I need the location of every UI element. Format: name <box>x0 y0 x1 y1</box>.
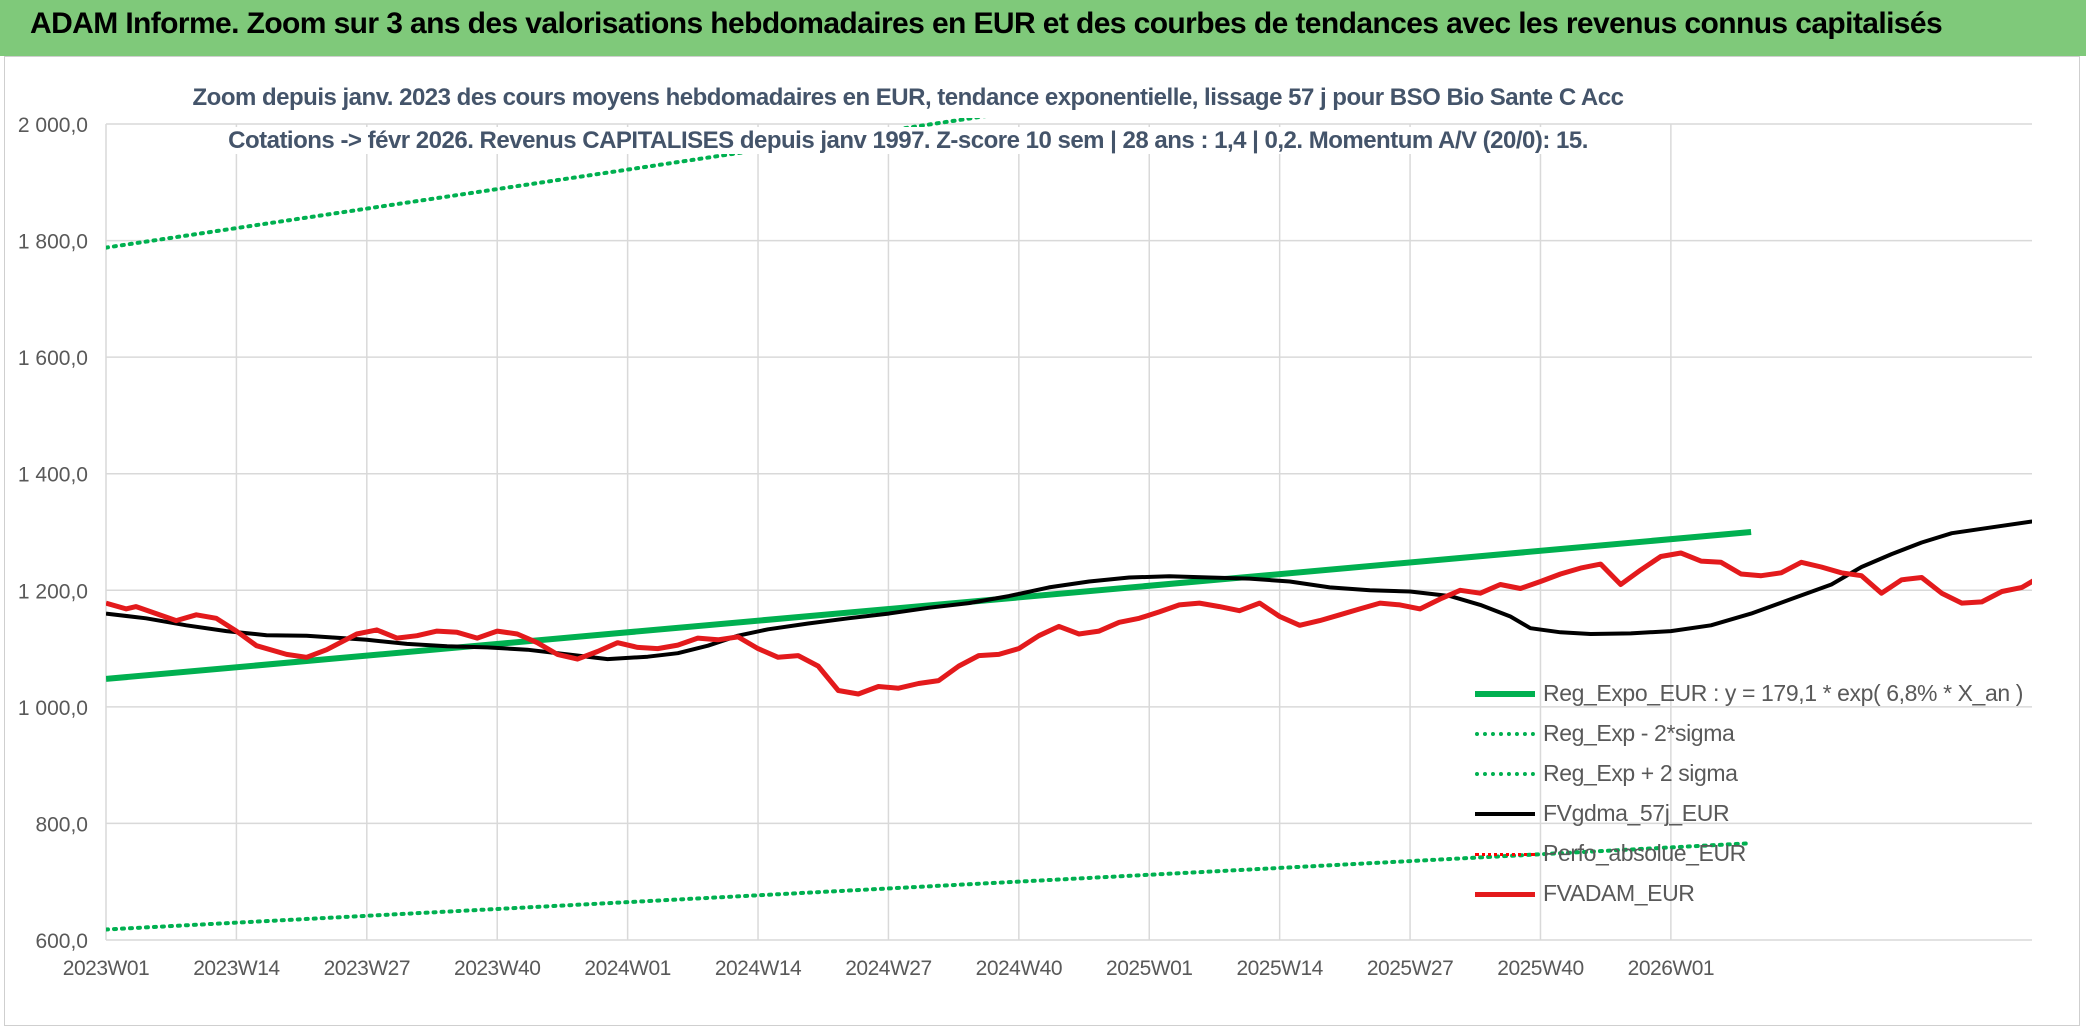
legend-label: Perfo_absolue_EUR <box>1543 840 1746 866</box>
legend-item: Reg_Exp + 2 sigma <box>1475 756 2035 796</box>
x-tick-label: 2023W01 <box>63 957 149 980</box>
x-tick-label: 2025W40 <box>1497 957 1583 980</box>
legend-item: FVgdma_57j_EUR <box>1475 796 2035 836</box>
x-tick-label: 2024W40 <box>976 957 1062 980</box>
legend-item: Perfo_absolue_EUR <box>1475 836 2035 876</box>
legend-item: Reg_Exp - 2*sigma <box>1475 716 2035 756</box>
x-tick-label: 2024W01 <box>584 957 670 980</box>
chart-title-wrap: Zoom depuis janv. 2023 des cours moyens … <box>0 84 1816 112</box>
tick-labels: 2 000,0 1 800,0 1 600,0 1 400,0 1 200,0 1 000… <box>18 114 1715 980</box>
grid <box>105 123 2032 941</box>
legend-swatch <box>1475 891 1535 897</box>
series-line-2 <box>106 118 987 250</box>
report-banner: ADAM Informe. Zoom sur 3 ans des valoris… <box>0 0 2086 56</box>
series-line-0 <box>106 529 1752 682</box>
series-line-3 <box>106 519 2032 662</box>
legend-swatch <box>1475 732 1535 736</box>
legend-swatch <box>1475 772 1535 776</box>
y-tick-label: 2 000,0 <box>18 114 88 137</box>
chart-title: Zoom depuis janv. 2023 des cours moyens … <box>184 84 1632 111</box>
x-tick-label: 2023W40 <box>454 957 540 980</box>
chart-subtitle: Cotations -> févr 2026. Revenus CAPITALI… <box>220 127 1596 154</box>
y-tick-label: 1 000,0 <box>18 697 88 720</box>
y-tick-label: 800,0 <box>35 813 88 836</box>
y-tick-label: 1 800,0 <box>18 231 88 254</box>
y-tick-label: 1 400,0 <box>18 464 88 487</box>
series-line-1 <box>106 841 1754 932</box>
legend-swatch <box>1475 852 1535 856</box>
legend-swatch <box>1475 812 1535 816</box>
y-tick-label: 1 600,0 <box>18 347 88 370</box>
legend-label: FVgdma_57j_EUR <box>1543 800 1730 826</box>
x-tick-label: 2024W27 <box>845 957 931 980</box>
series-line-5 <box>106 550 2032 697</box>
legend-item: Reg_Expo_EUR : y = 179,1 * exp( 6,8% * X… <box>1475 676 2035 716</box>
legend-item: FVADAM_EUR <box>1475 876 2035 916</box>
x-tick-label: 2025W27 <box>1367 957 1453 980</box>
series-layer <box>106 118 2032 932</box>
chart-legend: Reg_Expo_EUR : y = 179,1 * exp( 6,8% * X… <box>1475 676 2035 916</box>
x-tick-label: 2025W01 <box>1106 957 1192 980</box>
x-tick-label: 2023W27 <box>324 957 410 980</box>
legend-swatch <box>1475 691 1535 697</box>
legend-label: Reg_Exp + 2 sigma <box>1543 760 1738 786</box>
chart-frame <box>4 56 2080 1026</box>
x-tick-label: 2026W01 <box>1628 957 1714 980</box>
y-tick-label: 600,0 <box>35 930 88 953</box>
x-tick-label: 2023W14 <box>193 957 280 980</box>
x-tick-label: 2025W14 <box>1236 957 1323 980</box>
chart-subtitle-wrap: Cotations -> févr 2026. Revenus CAPITALI… <box>0 127 1816 155</box>
legend-label: Reg_Expo_EUR : y = 179,1 * exp( 6,8% * X… <box>1543 680 2023 706</box>
report-title: ADAM Informe. Zoom sur 3 ans des valoris… <box>30 7 1943 40</box>
legend-label: FVADAM_EUR <box>1543 880 1695 906</box>
legend-label: Reg_Exp - 2*sigma <box>1543 720 1735 746</box>
y-tick-label: 1 200,0 <box>18 580 88 603</box>
x-tick-label: 2024W14 <box>715 957 802 980</box>
